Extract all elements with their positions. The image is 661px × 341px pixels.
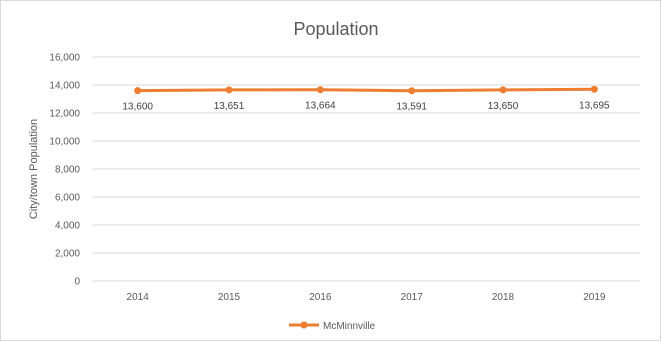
data-label: 13,591 [396,102,427,113]
data-point [499,86,507,94]
data-labels: 13,600 13,651 13,664 13,591 13,650 13,695 [122,100,610,112]
x-tick-label: 2017 [401,292,424,303]
data-point [134,87,142,95]
y-tick-label: 0 [74,277,80,288]
y-tick-label: 10,000 [49,137,80,148]
y-tick-label: 4,000 [55,221,80,232]
y-axis-label: City/town Population [28,119,40,219]
x-tick-label: 2019 [583,292,606,303]
data-label: 13,664 [305,101,336,112]
x-tick-label: 2016 [309,292,332,303]
data-label: 13,600 [122,102,153,113]
legend-point-marker [300,321,308,329]
data-point [590,85,598,93]
data-label: 13,650 [488,101,519,112]
y-tick-label: 8,000 [55,165,80,176]
y-tick-label: 16,000 [49,53,80,64]
y-tick-label: 6,000 [55,193,80,204]
x-axis-ticks: 2014 2015 2016 2017 2018 2019 [127,292,606,303]
series-mcminnville [134,85,598,95]
data-label: 13,651 [214,101,245,112]
y-tick-label: 2,000 [55,249,80,260]
y-axis-ticks: 0 2,000 4,000 6,000 8,000 10,000 12,000 14,000 1… [49,53,80,288]
x-tick-label: 2018 [492,292,515,303]
gridlines [92,56,640,282]
legend: McMinnville [289,321,376,332]
y-tick-label: 12,000 [49,109,80,120]
y-tick-label: 14,000 [49,81,80,92]
data-label: 13,695 [579,100,610,111]
series-line [137,87,595,93]
data-point [408,87,416,95]
data-point [225,86,233,94]
data-point [316,86,324,94]
x-tick-label: 2015 [218,292,241,303]
chart-title: Population [293,19,378,39]
x-tick-label: 2014 [127,292,150,303]
legend-label-mcminnville: McMinnville [323,321,376,332]
